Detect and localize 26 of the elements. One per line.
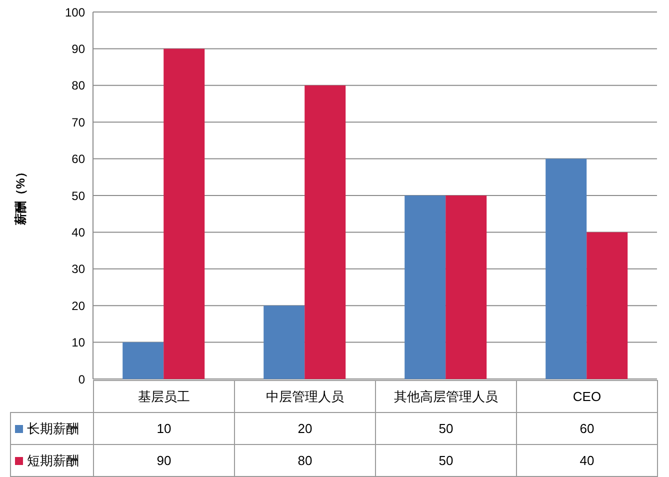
y-tick-label: 0 (78, 372, 86, 386)
y-tick-label: 40 (72, 225, 86, 240)
y-tick-label: 100 (64, 5, 86, 20)
data-label: 40 (516, 444, 658, 476)
x-tick-label: 其他高层管理人员 (376, 380, 516, 412)
x-tick-label: CEO (516, 380, 658, 412)
legend-label: 短期薪酬 (27, 452, 79, 468)
x-tick-label: 基层员工 (94, 380, 234, 412)
legend-label: 长期薪酬 (27, 420, 79, 436)
data-label: 10 (94, 412, 234, 444)
data-label: 60 (516, 412, 658, 444)
y-tick-label: 60 (72, 152, 86, 166)
data-label: 50 (376, 412, 516, 444)
y-tick-label: 50 (72, 188, 86, 203)
data-label: 90 (94, 444, 234, 476)
y-tick-label: 90 (72, 42, 86, 56)
y-tick-label: 10 (72, 336, 86, 350)
data-label: 20 (234, 412, 376, 444)
y-tick-label: 30 (72, 262, 86, 276)
y-axis-title: 薪酬（%） (13, 166, 28, 226)
data-label: 80 (234, 444, 376, 476)
y-tick-label: 80 (72, 78, 86, 93)
data-label: 50 (376, 444, 516, 476)
y-tick-label: 20 (72, 298, 86, 313)
y-tick-label: 70 (72, 115, 86, 130)
x-tick-label: 中层管理人员 (234, 380, 376, 412)
